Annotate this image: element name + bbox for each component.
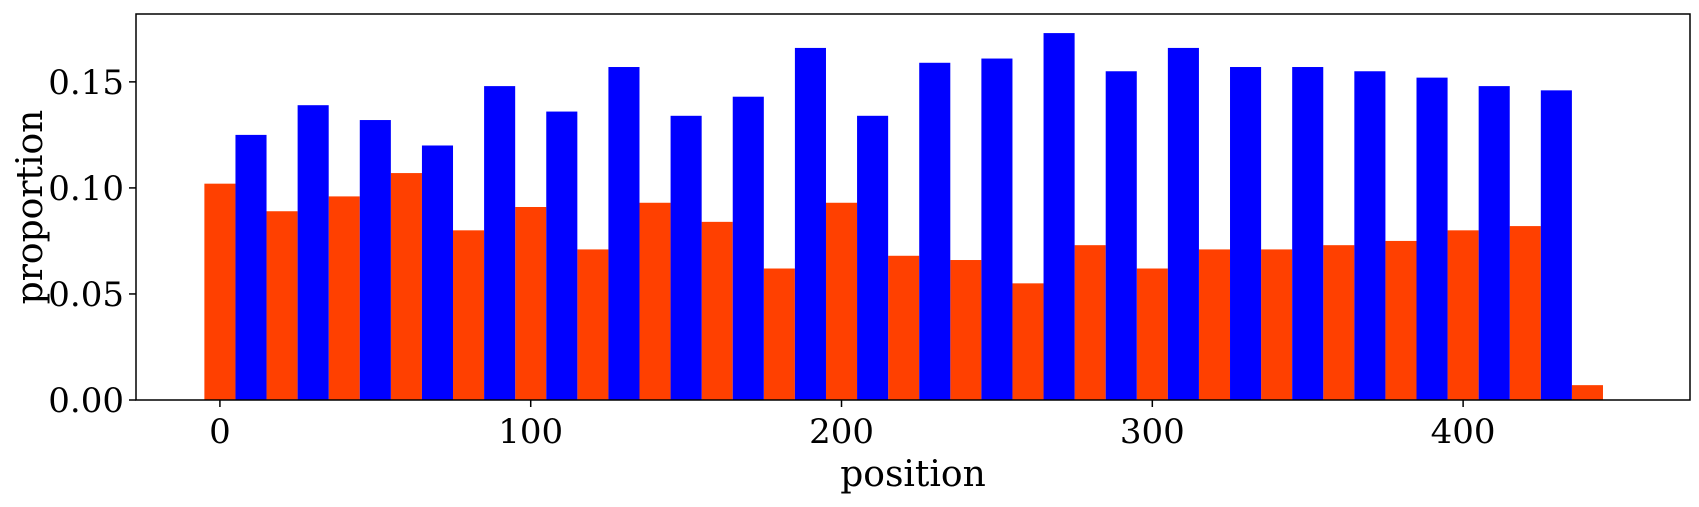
bar-series-0-9 <box>763 268 795 400</box>
bar-series-0-11 <box>888 255 920 400</box>
bar-series-0-2 <box>328 196 360 400</box>
bar-series-1-7 <box>670 115 702 401</box>
bar-series-1-13 <box>1043 33 1075 401</box>
bar-series-0-7 <box>639 202 671 400</box>
x-tick-label: 100 <box>498 412 563 452</box>
bar-series-1-12 <box>981 58 1013 400</box>
x-tick-label: 200 <box>809 412 874 452</box>
bar-series-1-11 <box>919 62 951 400</box>
x-tick-label: 300 <box>1120 412 1185 452</box>
bar-series-1-20 <box>1478 86 1510 401</box>
bar-series-0-17 <box>1261 249 1293 400</box>
bar-series-0-8 <box>701 221 733 400</box>
bar-series-1-10 <box>857 115 889 401</box>
bar-series-0-20 <box>1447 230 1479 400</box>
y-tick-label: 0.05 <box>48 275 124 315</box>
plot-frame <box>135 13 1691 401</box>
x-axis-ticks: 0 100 200 300 400 <box>209 400 1496 452</box>
y-axis-label: proportion <box>10 110 51 305</box>
y-tick-label: 0.10 <box>48 169 124 209</box>
bar-series-0-22 <box>1571 385 1603 400</box>
y-axis-ticks: 0.00 0.05 0.10 0.15 <box>48 63 136 421</box>
bar-series-0-1 <box>266 211 298 400</box>
bar-series-0-19 <box>1385 240 1417 400</box>
bar-series-0-12 <box>950 260 982 400</box>
x-axis-label: position <box>840 454 986 495</box>
bar-series-0-21 <box>1509 226 1541 400</box>
bar-series-1-17 <box>1292 67 1324 401</box>
bar-series-0-5 <box>515 207 547 400</box>
bar-series-1-0 <box>235 134 267 400</box>
bar-series-1-1 <box>297 105 329 400</box>
bar-series-1-8 <box>732 96 764 401</box>
y-tick-label: 0.15 <box>48 63 124 103</box>
bar-series-0-13 <box>1012 283 1044 400</box>
bar-series-1-15 <box>1167 47 1199 401</box>
bar-series-0-10 <box>825 202 858 400</box>
bar-series-1-6 <box>608 67 640 401</box>
bar-series-1-4 <box>484 86 516 401</box>
bar-series-0-0 <box>204 183 236 400</box>
bar-series-0-18 <box>1323 245 1355 400</box>
bar-series-1-19 <box>1416 77 1448 400</box>
bar-series-1-2 <box>359 120 391 400</box>
bar-series-1-3 <box>421 145 454 400</box>
bar-series-1-18 <box>1354 71 1386 400</box>
bar-series-0-15 <box>1136 268 1168 400</box>
bar-series-1-9 <box>794 47 826 401</box>
bar-series-0-14 <box>1074 245 1106 400</box>
bar-series-1-16 <box>1230 67 1262 401</box>
bars-layer <box>204 33 1603 401</box>
x-tick-label: 400 <box>1431 412 1496 452</box>
bar-series-1-5 <box>546 111 578 400</box>
bar-series-0-4 <box>453 230 485 400</box>
x-tick-label: 0 <box>209 412 231 452</box>
bar-series-1-21 <box>1540 90 1572 400</box>
bar-series-0-3 <box>390 173 422 400</box>
bar-series-1-14 <box>1105 71 1137 400</box>
bar-series-0-16 <box>1198 249 1231 400</box>
bar-series-0-6 <box>577 249 609 400</box>
y-tick-label: 0.00 <box>48 381 124 421</box>
